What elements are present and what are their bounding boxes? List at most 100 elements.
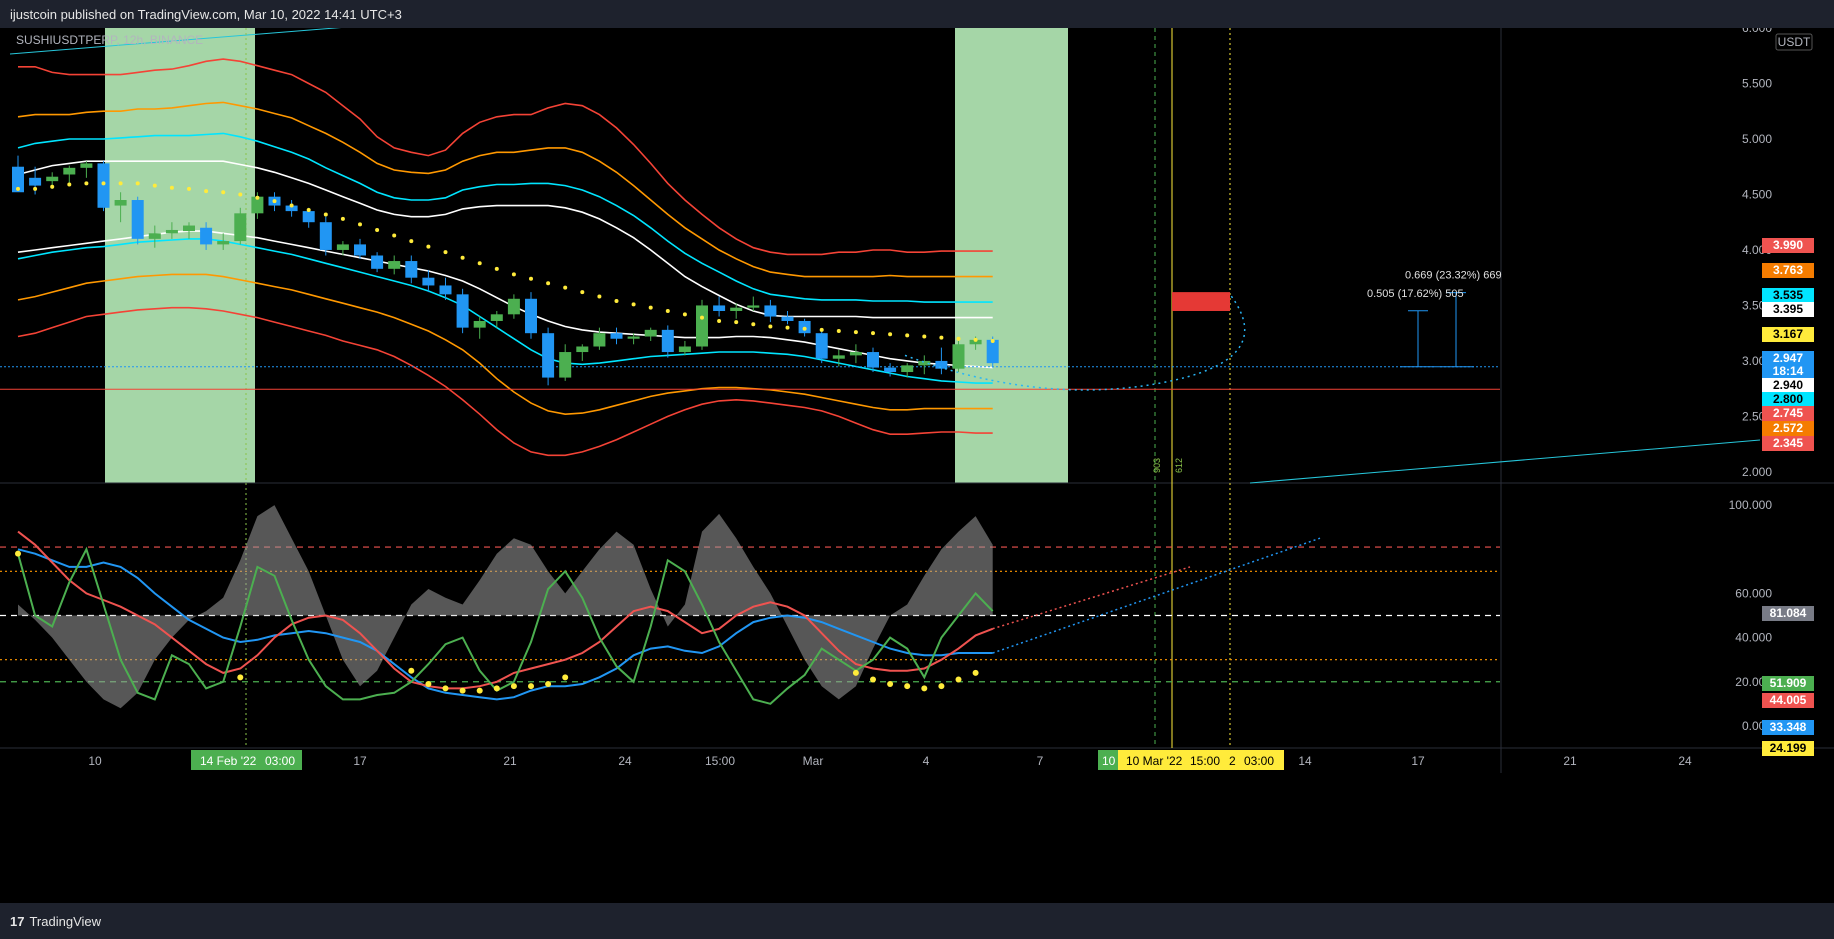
tradingview-logo[interactable]: 17 TradingView [10,914,101,929]
candle-body[interactable] [901,365,914,373]
price-tag[interactable]: 3.395 [1762,302,1814,317]
candle-body[interactable] [114,200,127,206]
time-highlight-yellow[interactable]: 10 Mar '22 15:00 2 03:00 [1118,750,1284,770]
candle-body[interactable] [576,346,589,353]
band-red-upper [18,58,993,256]
candle-body[interactable] [713,305,726,311]
osc-dot [493,685,500,692]
candle-body[interactable] [644,329,657,337]
price-tag[interactable]: 2.947 [1762,351,1814,366]
price-tag[interactable]: 2.572 [1762,421,1814,436]
time-highlight-green-small[interactable]: 10 [1098,750,1118,770]
price-tag[interactable]: 3.990 [1762,238,1814,253]
psar-dot [768,324,773,329]
candle-body[interactable] [234,213,247,242]
osc-value-tag[interactable]: 51.909 [1762,676,1814,691]
measure-label[interactable]: 0.505 (17.62%) 505 [1367,288,1464,300]
candle-body[interactable] [165,229,178,234]
price-tag[interactable]: 3.763 [1762,263,1814,278]
candle-body[interactable] [217,241,230,245]
currency-badge[interactable]: USDT [1775,33,1813,51]
candle-body[interactable] [525,298,537,334]
candle-body[interactable] [815,333,828,359]
osc-value-tag[interactable]: 81.084 [1762,606,1814,621]
candle-body[interactable] [354,244,366,256]
candle-body[interactable] [542,333,555,378]
candle-body[interactable] [285,205,298,212]
candle-body[interactable] [661,329,674,353]
candle-body[interactable] [627,336,640,339]
candle-body[interactable] [388,261,401,269]
candle-body[interactable] [183,225,195,232]
price-tag[interactable]: 18:14 [1762,364,1814,379]
price-tag[interactable]: 3.167 [1762,327,1814,342]
candle-body[interactable] [559,352,572,378]
candle-body[interactable] [678,346,691,353]
candle-body[interactable] [200,227,213,245]
candle-body[interactable] [29,177,42,186]
price-tag[interactable]: 2.800 [1762,392,1814,407]
candle-body[interactable] [371,255,384,269]
candle-body[interactable] [696,305,708,347]
candle-body[interactable] [80,163,93,168]
time-highlight-green[interactable]: 14 Feb '22 03:00 [191,750,302,770]
chart-area[interactable]: 0.669 (23.32%) 669 0.505 (17.62%) 505 903 6… [0,28,1834,903]
psar-dot [546,281,551,286]
candle-body[interactable] [97,163,110,208]
candle-body[interactable] [251,196,264,214]
candle-body[interactable] [46,176,59,182]
price-tag[interactable]: 2.345 [1762,436,1814,451]
symbol-label[interactable]: SUSHIUSDTPERP, 12h, BINANCE [16,33,203,47]
candle-body[interactable] [935,360,948,369]
oscillator-pane[interactable] [0,505,1500,709]
candle-body[interactable] [610,333,623,339]
candle-body[interactable] [490,314,503,321]
candle-body[interactable] [63,167,76,175]
candle-body[interactable] [593,333,606,347]
osc-value-tag[interactable]: 24.199 [1762,741,1814,756]
price-tag-label: 18:14 [1773,364,1804,378]
candle-body[interactable] [439,285,452,295]
candle-body[interactable] [12,166,24,193]
candle-body[interactable] [405,261,418,278]
candle-body[interactable] [781,316,794,321]
candle-body[interactable] [473,320,486,328]
osc-value-tag[interactable]: 33.348 [1762,720,1814,735]
candle-body[interactable] [422,277,435,286]
candle-body[interactable] [747,305,760,308]
candle-body[interactable] [969,339,982,345]
candle-body[interactable] [849,352,862,356]
price-pane[interactable]: 0.669 (23.32%) 669 0.505 (17.62%) 505 903 6… [0,28,1761,748]
candle-body[interactable] [336,244,349,250]
osc-value-tag[interactable]: 44.005 [1762,693,1814,708]
osc-dot [442,685,449,692]
measure-label[interactable]: 0.669 (23.32%) 669 [1405,270,1502,282]
candle-body[interactable] [986,339,999,364]
candle-body[interactable] [456,294,469,328]
candle-body[interactable] [832,355,845,359]
candle-body[interactable] [884,367,897,373]
osc-line-2[interactable] [17,546,994,705]
candle-body[interactable] [730,307,743,311]
candle-body[interactable] [507,298,520,315]
price-tag[interactable]: 2.940 [1762,378,1814,393]
psar-dot [204,189,209,194]
osc-line-0[interactable] [17,548,993,701]
osc-line-1[interactable] [17,530,994,690]
candle-body[interactable] [918,360,931,366]
candle-body[interactable] [131,200,144,239]
target-box[interactable] [1172,292,1230,311]
psar-dot [340,216,345,221]
psar-dot [717,318,722,323]
psar-dot [409,239,414,244]
candle-body[interactable] [764,305,777,317]
osc-dot [476,687,483,694]
osc-dot [870,676,876,683]
price-tag[interactable]: 2.745 [1762,406,1814,421]
candle-body[interactable] [319,222,332,250]
candle-body[interactable] [302,211,315,223]
candle-body[interactable] [952,344,965,369]
candle-body[interactable] [867,352,879,368]
price-tag[interactable]: 3.535 [1762,288,1814,303]
candle-body[interactable] [148,233,161,239]
